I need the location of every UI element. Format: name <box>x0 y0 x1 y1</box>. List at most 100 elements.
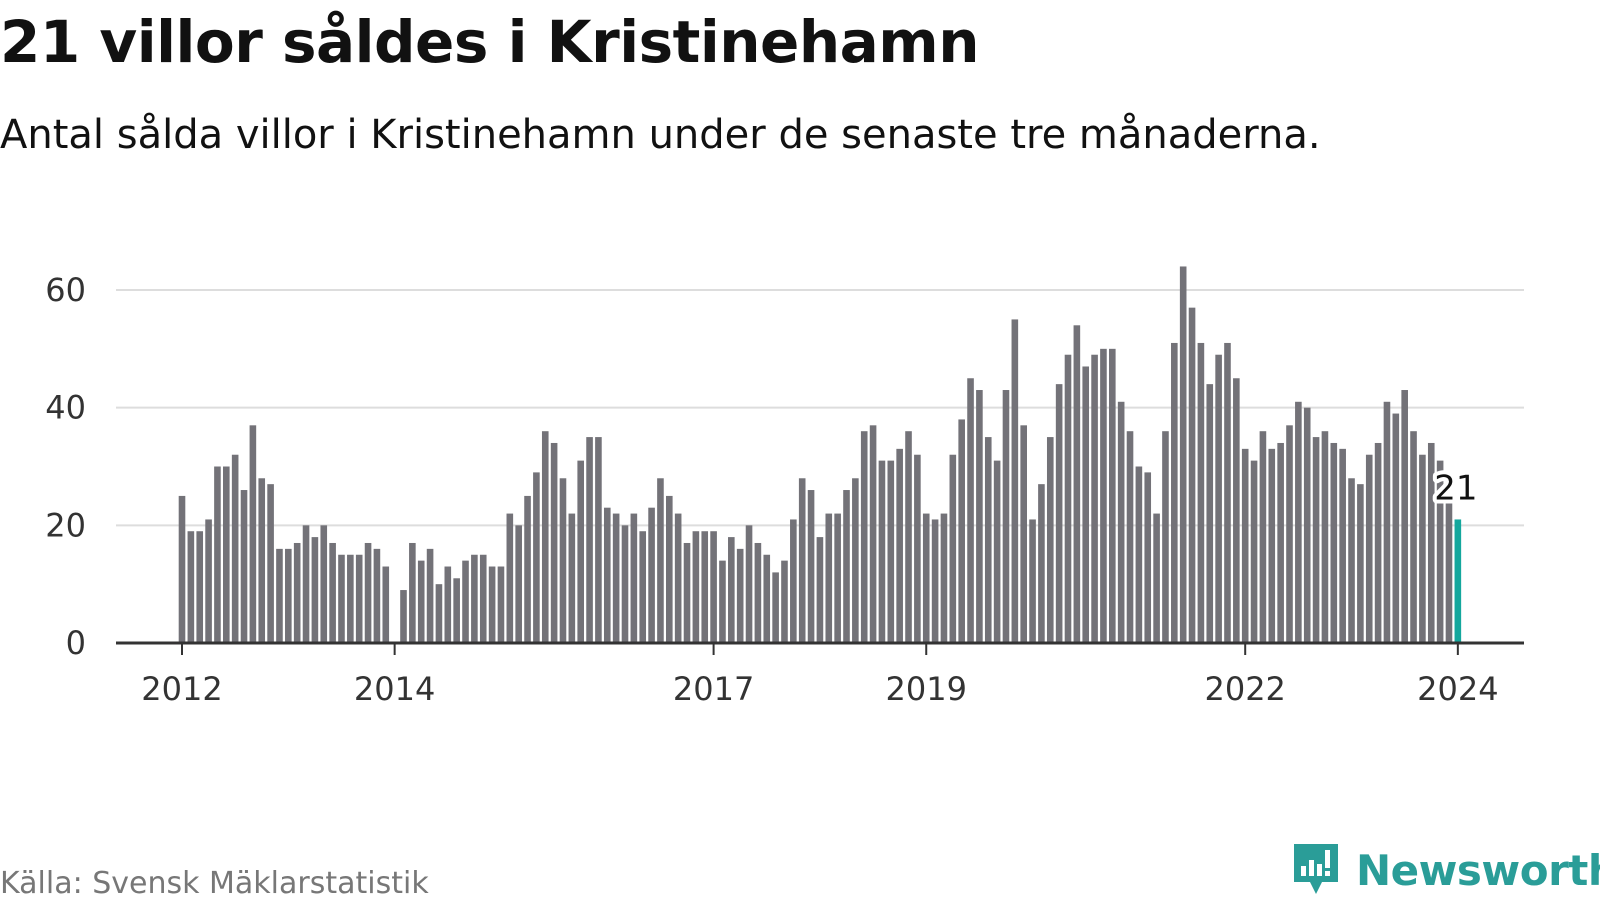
bar-94 <box>1011 319 1019 643</box>
bar-53 <box>648 507 655 643</box>
bar-27 <box>417 560 425 643</box>
x-tick-label-2019: 2019 <box>886 670 967 708</box>
chart-subtitle: Antal sålda villor i Kristinehamn under … <box>0 112 1321 158</box>
bar-23 <box>382 566 390 643</box>
labels: 0 20 40 60 2012 2014 2017 2019 2022 2024 21 <box>45 271 1498 708</box>
bar-0 <box>178 495 186 643</box>
bar-67 <box>772 572 779 643</box>
bar-49 <box>612 513 620 643</box>
bar-114 <box>1188 307 1196 643</box>
x-tick-label-2024: 2024 <box>1417 670 1498 708</box>
bar-70 <box>798 478 806 643</box>
bar-17 <box>329 542 336 643</box>
bar-15 <box>311 537 319 643</box>
bar-140 <box>1419 454 1426 643</box>
bar-83 <box>914 454 921 643</box>
bar-125 <box>1286 425 1293 643</box>
bar-5 <box>223 466 230 643</box>
bar-62 <box>728 537 735 643</box>
bar-111 <box>1162 431 1169 643</box>
bar-122 <box>1259 431 1267 643</box>
bar-22 <box>373 548 381 643</box>
bar-26 <box>409 542 416 643</box>
bar-136 <box>1383 401 1391 643</box>
bar-86 <box>940 513 948 643</box>
bar-50 <box>621 525 629 643</box>
bar-60 <box>710 531 717 643</box>
bar-108 <box>1135 466 1143 643</box>
bar-109 <box>1144 472 1152 643</box>
bar-80 <box>887 460 895 643</box>
bar-113 <box>1179 266 1187 643</box>
bar-76 <box>852 478 859 643</box>
bar-98 <box>1046 437 1054 643</box>
bar-97 <box>1038 484 1045 643</box>
bar-143 <box>1445 501 1453 643</box>
bar-1 <box>187 531 195 643</box>
bar-132 <box>1348 478 1355 643</box>
bar-99 <box>1055 384 1063 643</box>
bar-82 <box>905 431 912 643</box>
bar-4 <box>214 466 221 643</box>
bar-101 <box>1073 325 1081 643</box>
bar-135 <box>1374 442 1382 643</box>
bar-119 <box>1233 378 1240 643</box>
bar-63 <box>736 548 744 643</box>
bar-44 <box>568 513 576 643</box>
y-tick-label-0: 0 <box>66 624 86 662</box>
bar-117 <box>1215 354 1222 643</box>
bar-42 <box>550 442 558 643</box>
bar-35 <box>488 566 496 643</box>
bar-93 <box>1002 390 1010 643</box>
bar-69 <box>790 519 797 643</box>
bar-92 <box>993 460 1001 643</box>
bar-73 <box>825 513 833 643</box>
bar-72 <box>816 537 824 643</box>
bar-130 <box>1330 442 1338 643</box>
bar-58 <box>692 531 700 643</box>
bar-103 <box>1091 354 1098 643</box>
bar-89 <box>967 378 974 643</box>
chart-title: 21 villor såldes i Kristinehamn <box>0 8 980 76</box>
highlight-value-label: 21 <box>1434 468 1477 508</box>
bar-64 <box>745 525 753 643</box>
bar-65 <box>754 542 762 643</box>
bar-66 <box>763 554 771 643</box>
bar-41 <box>541 431 549 643</box>
bar-61 <box>719 560 726 643</box>
bar-28 <box>426 548 434 643</box>
bar-141 <box>1427 442 1435 643</box>
axes <box>116 641 1524 655</box>
bar-105 <box>1109 348 1116 643</box>
bar-88 <box>958 419 965 643</box>
bar-52 <box>639 531 647 643</box>
bar-6 <box>231 454 239 643</box>
bar-25 <box>400 590 407 643</box>
bar-3 <box>205 519 212 643</box>
bar-71 <box>807 490 815 643</box>
bar-38 <box>515 525 522 643</box>
bar-104 <box>1100 348 1107 643</box>
bar-59 <box>701 531 709 643</box>
bar-118 <box>1224 342 1231 643</box>
bar-32 <box>462 560 469 643</box>
bar-90 <box>976 390 983 643</box>
bar-36 <box>497 566 505 643</box>
brand-logo[interactable]: Newsworthy <box>1292 842 1600 898</box>
bar-31 <box>453 578 460 643</box>
bar-34 <box>479 554 487 643</box>
y-tick-label-40: 40 <box>45 389 86 427</box>
bar-134 <box>1365 454 1373 643</box>
x-tick-label-2014: 2014 <box>354 670 435 708</box>
bar-37 <box>506 513 514 643</box>
bar-highlight <box>1454 519 1462 643</box>
bar-123 <box>1268 448 1276 643</box>
bar-2 <box>196 531 204 643</box>
bar-133 <box>1357 484 1364 643</box>
bar-77 <box>860 431 868 643</box>
bar-43 <box>559 478 567 643</box>
bar-55 <box>666 495 673 643</box>
bar-95 <box>1020 425 1027 643</box>
bar-48 <box>603 507 611 643</box>
